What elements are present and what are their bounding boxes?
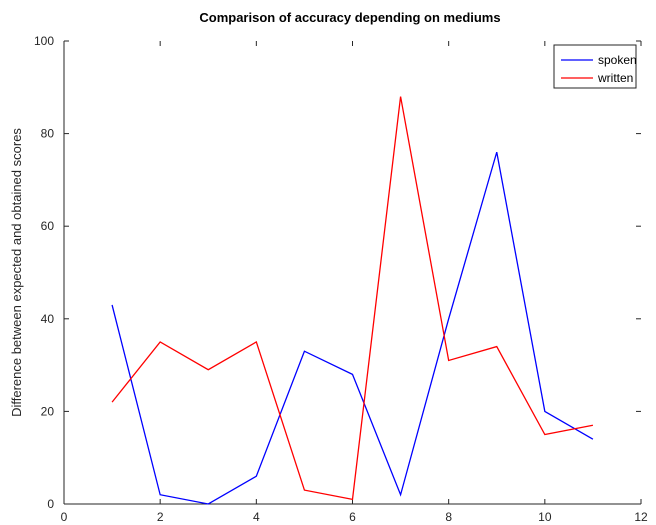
x-tick-label: 10 (538, 510, 552, 524)
x-tick-label: 0 (61, 510, 68, 524)
x-tick-label: 6 (349, 510, 356, 524)
y-tick-label: 0 (47, 497, 54, 511)
chart-title: Comparison of accuracy depending on medi… (199, 10, 500, 25)
x-tick-label: 8 (445, 510, 452, 524)
series-line-spoken (111, 151, 594, 505)
y-tick-label: 100 (34, 34, 54, 48)
legend-label-written: written (597, 71, 633, 85)
y-tick-label: 40 (41, 312, 55, 326)
x-tick-label: 12 (634, 510, 648, 524)
plot-axes (63, 41, 641, 505)
legend-box (553, 44, 637, 89)
x-axis-ticks: 0 2 4 6 8 10 12 (61, 41, 648, 524)
series-group (111, 96, 594, 505)
x-tick-label: 2 (157, 510, 164, 524)
x-tick-label: 4 (253, 510, 260, 524)
y-tick-label: 20 (41, 404, 55, 418)
y-tick-label: 60 (41, 219, 55, 233)
series-line-written (111, 96, 594, 501)
y-axis-ticks: 0 20 40 60 80 100 (34, 34, 641, 511)
y-axis-label: Difference between expected and obtained… (9, 128, 24, 417)
legend: spoken written (553, 44, 637, 89)
y-tick-label: 80 (41, 127, 55, 141)
legend-label-spoken: spoken (598, 53, 637, 67)
